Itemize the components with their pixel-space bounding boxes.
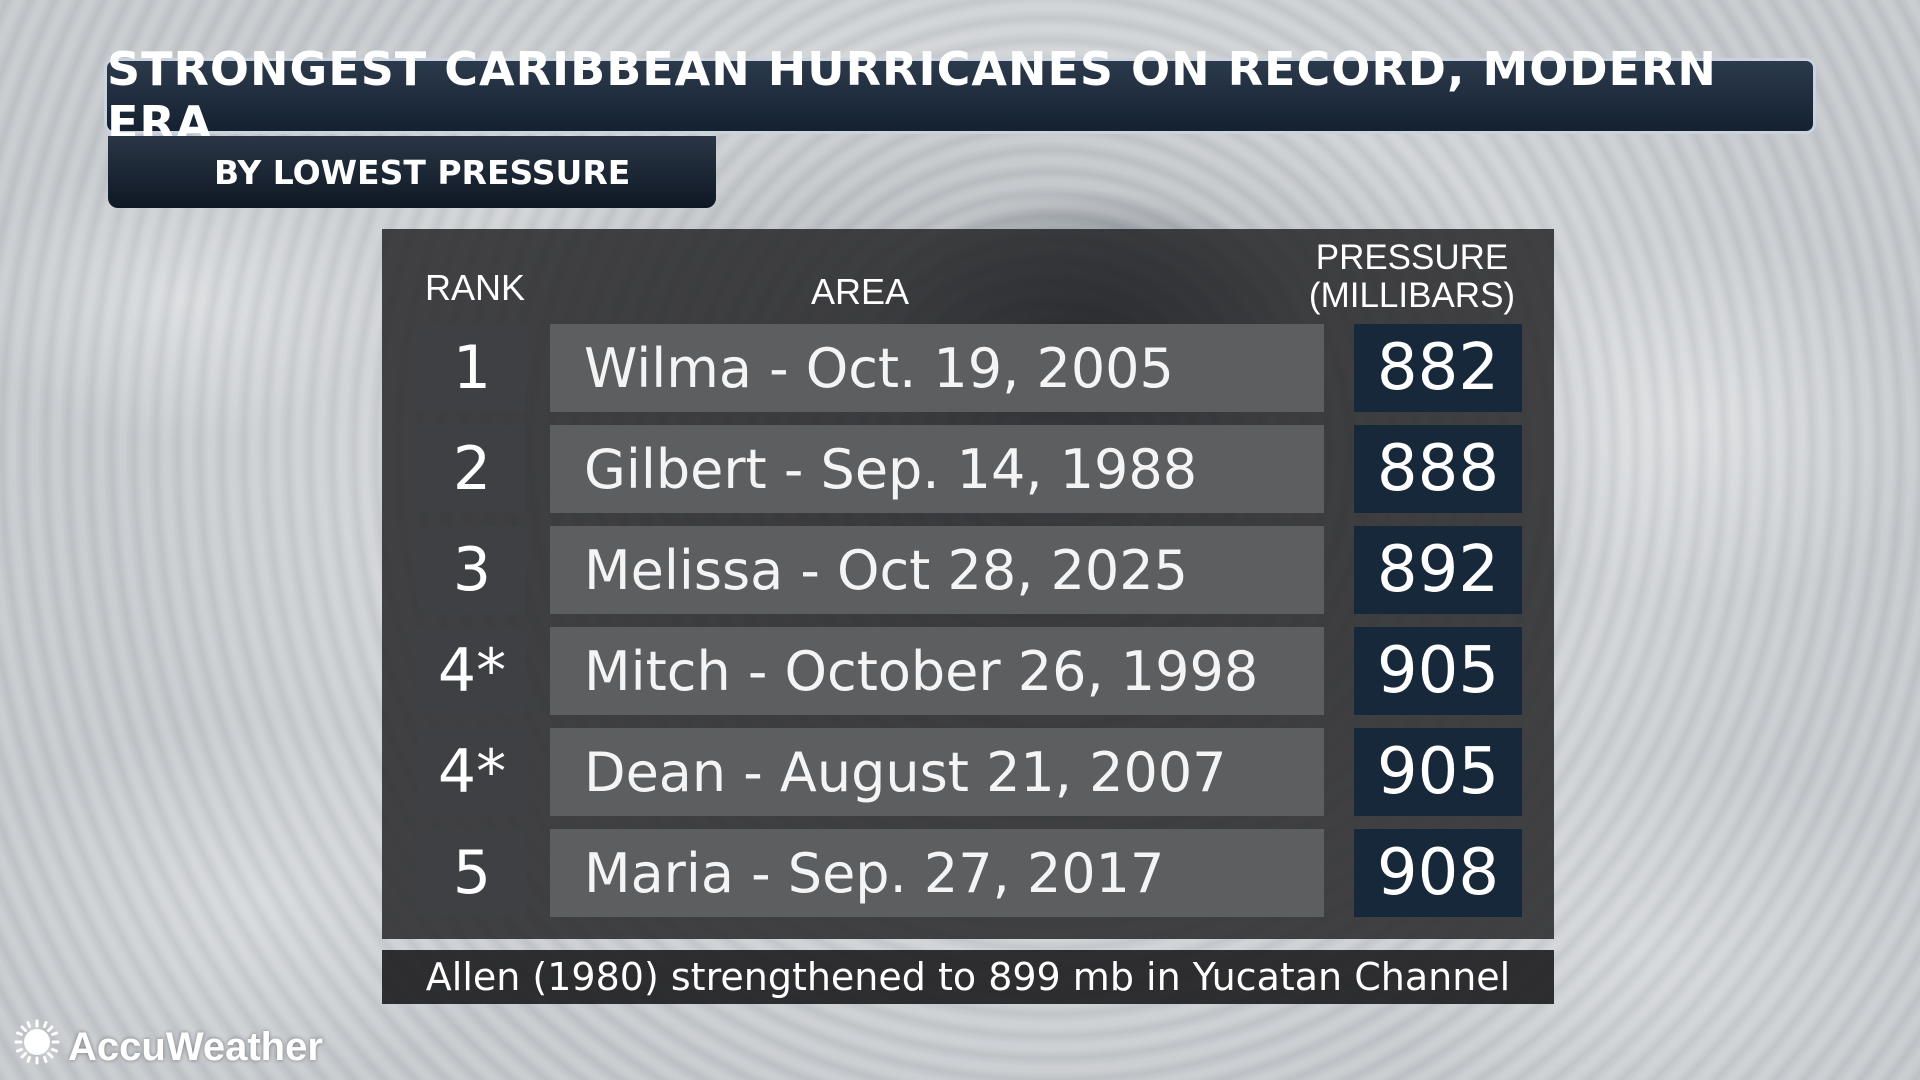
- table-row: 4* Dean - August 21, 2007 905: [382, 728, 1554, 816]
- accuweather-logo: AccuWeather: [14, 1019, 323, 1075]
- pressure-cell: 882: [1354, 324, 1522, 412]
- table-row: 3 Melissa - Oct 28, 2025 892: [382, 526, 1554, 614]
- page-title: STRONGEST CARIBBEAN HURRICANES ON RECORD…: [104, 42, 1816, 150]
- column-header-pressure: PRESSURE (MILLIBARS): [1282, 239, 1542, 315]
- table-row: 2 Gilbert - Sep. 14, 1988 888: [382, 425, 1554, 513]
- column-header-pressure-line2: (MILLIBARS): [1308, 276, 1516, 315]
- column-header-rank: RANK: [424, 267, 526, 308]
- pressure-cell: 892: [1354, 526, 1522, 614]
- column-header-pressure-line1: PRESSURE: [1315, 238, 1509, 277]
- rank-cell: 1: [418, 324, 526, 412]
- pressure-cell: 905: [1354, 627, 1522, 715]
- pressure-cell: 905: [1354, 728, 1522, 816]
- rank-cell: 2: [418, 425, 526, 513]
- rank-cell: 5: [418, 829, 526, 917]
- rank-cell: 3: [418, 526, 526, 614]
- table-row: 4* Mitch - October 26, 1998 905: [382, 627, 1554, 715]
- pressure-cell: 908: [1354, 829, 1522, 917]
- area-cell: Gilbert - Sep. 14, 1988: [550, 425, 1324, 513]
- area-cell: Melissa - Oct 28, 2025: [550, 526, 1324, 614]
- column-header-area: AREA: [810, 271, 910, 312]
- pressure-cell: 888: [1354, 425, 1522, 513]
- area-cell: Dean - August 21, 2007: [550, 728, 1324, 816]
- area-cell: Wilma - Oct. 19, 2005: [550, 324, 1324, 412]
- rank-cell: 4*: [418, 627, 526, 715]
- table-row: 1 Wilma - Oct. 19, 2005 882: [382, 324, 1554, 412]
- area-cell: Maria - Sep. 27, 2017: [550, 829, 1324, 917]
- hurricane-table: RANK AREA PRESSURE (MILLIBARS) 1 Wilma -…: [382, 229, 1554, 939]
- rank-cell: 4*: [418, 728, 526, 816]
- page-subtitle: BY LOWEST PRESSURE: [108, 136, 716, 208]
- table-row: 5 Maria - Sep. 27, 2017 908: [382, 829, 1554, 917]
- logo-text: AccuWeather: [68, 1024, 323, 1069]
- sun-icon: [14, 1019, 60, 1075]
- area-cell: Mitch - October 26, 1998: [550, 627, 1324, 715]
- footnote: Allen (1980) strengthened to 899 mb in Y…: [382, 950, 1554, 1004]
